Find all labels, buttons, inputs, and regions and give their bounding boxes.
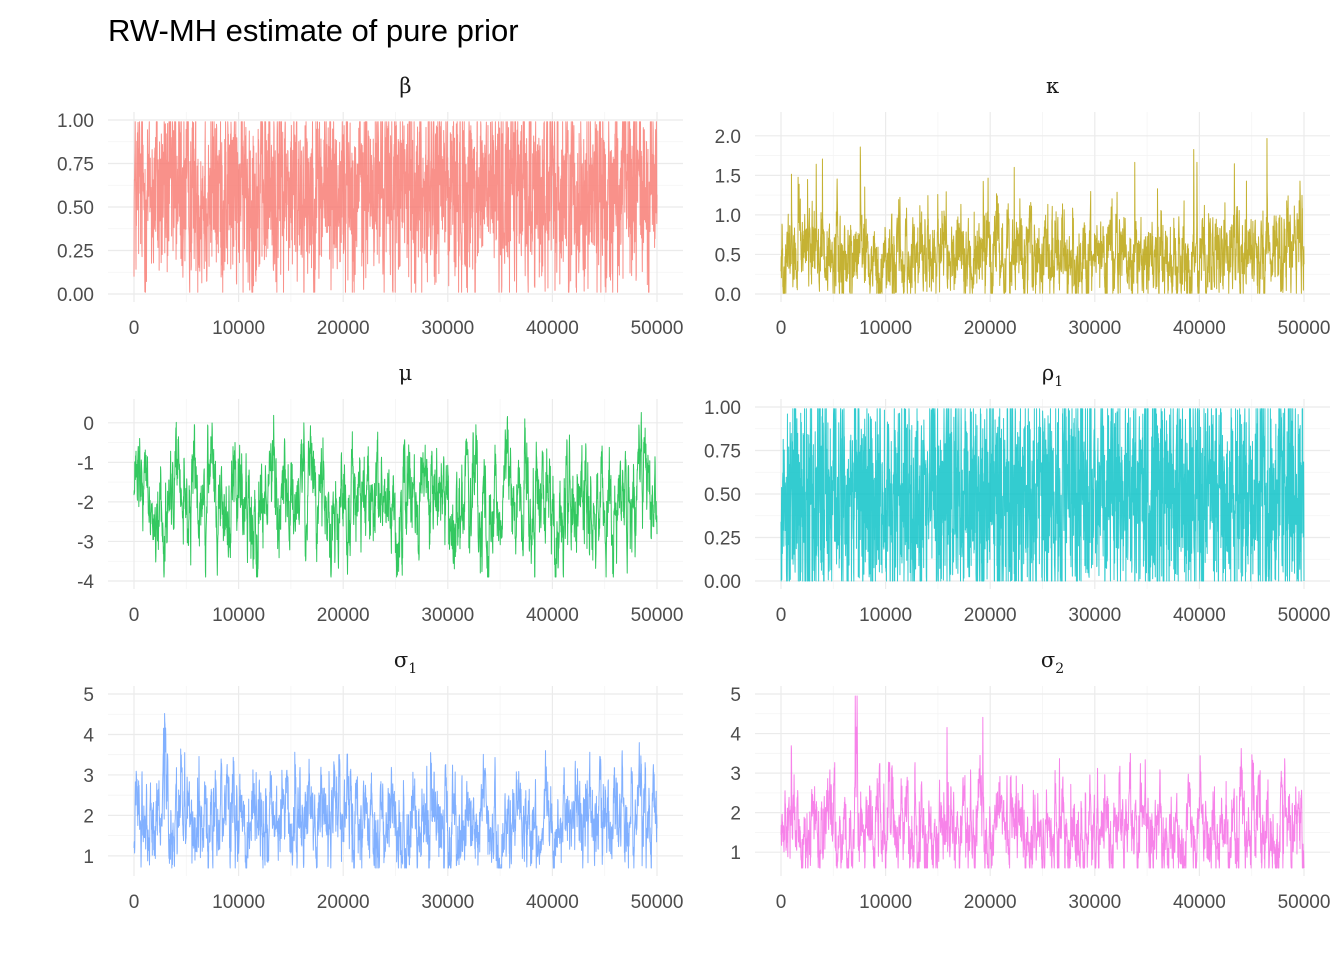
y-tick-label: 2 [730, 804, 741, 825]
facet-panel: ρ1 0.00 0.25 0.50 0.75 1.00 0 10000 20000 30000 40… [704, 361, 1330, 626]
y-tick-label: 1.5 [715, 166, 741, 187]
x-tick-label: 50000 [1278, 318, 1331, 339]
y-tick-label: 4 [730, 725, 741, 746]
x-tick-label: 30000 [421, 605, 474, 626]
x-tick-label: 30000 [1068, 605, 1121, 626]
y-tick-label: -1 [77, 453, 94, 474]
y-tick-label: -3 [77, 532, 94, 553]
x-tick-label: 40000 [1173, 605, 1226, 626]
y-tick-label: 0.00 [57, 285, 94, 306]
x-tick-label: 40000 [526, 892, 579, 913]
trace-line [133, 411, 658, 578]
x-tick-label: 50000 [1278, 892, 1331, 913]
x-tick-label: 30000 [421, 318, 474, 339]
x-tick-label: 30000 [421, 892, 474, 913]
x-tick-label: 0 [776, 318, 787, 339]
x-tick-label: 40000 [526, 605, 579, 626]
x-tick-label: 30000 [1068, 318, 1121, 339]
y-tick-label: 5 [730, 685, 741, 706]
facet-strip-subscript: 1 [1054, 374, 1063, 390]
x-tick-label: 40000 [526, 318, 579, 339]
y-tick-label: 5 [83, 685, 94, 706]
facet-panel: β 0.00 0.25 0.50 0.75 1.00 0 10000 20000 30000 400… [57, 74, 683, 339]
x-tick-label: 20000 [964, 318, 1017, 339]
y-tick-label: -4 [77, 572, 94, 593]
facet-strip-title: σ1 [394, 648, 417, 677]
x-tick-label: 0 [129, 318, 140, 339]
x-tick-label: 50000 [1278, 605, 1331, 626]
y-tick-label: 1 [83, 847, 94, 868]
x-tick-label: 10000 [212, 892, 265, 913]
facet-strip-symbol: ρ [1042, 361, 1054, 385]
y-tick-label: 1 [730, 843, 741, 864]
y-tick-label: 2 [83, 806, 94, 827]
x-tick-label: 0 [129, 605, 140, 626]
trace-line [780, 695, 1305, 869]
y-tick-label: 1.0 [715, 206, 741, 227]
y-tick-label: 0.0 [715, 285, 741, 306]
x-tick-label: 10000 [859, 892, 912, 913]
y-tick-label: 0.50 [57, 198, 94, 219]
y-tick-label: 0.00 [704, 572, 741, 593]
facet-panel: μ -4 -3 -2 -1 0 0 10000 20000 30000 40000 50000 [77, 361, 683, 626]
x-tick-label: 10000 [212, 605, 265, 626]
facet-strip-title: σ2 [1041, 648, 1064, 677]
y-tick-label: 3 [83, 766, 94, 787]
y-tick-label: 0.75 [57, 155, 94, 176]
y-tick-label: 0.50 [704, 485, 741, 506]
x-tick-label: 20000 [964, 892, 1017, 913]
x-tick-label: 50000 [631, 318, 684, 339]
x-tick-label: 10000 [859, 318, 912, 339]
x-tick-label: 0 [129, 892, 140, 913]
facet-strip-title: ρ1 [1042, 361, 1063, 390]
facet-strip-symbol: σ [394, 648, 408, 672]
facet-strip-symbol: μ [399, 361, 413, 385]
y-tick-label: 4 [83, 725, 94, 746]
y-tick-label: 0.75 [704, 442, 741, 463]
x-tick-label: 20000 [964, 605, 1017, 626]
x-tick-label: 50000 [631, 605, 684, 626]
facet-panel: κ 0.0 0.5 1.0 1.5 2.0 0 10000 20000 30000 40000 500… [715, 74, 1331, 339]
x-tick-label: 20000 [317, 892, 370, 913]
x-tick-label: 40000 [1173, 892, 1226, 913]
x-tick-label: 50000 [631, 892, 684, 913]
x-tick-label: 40000 [1173, 318, 1226, 339]
y-tick-label: -2 [77, 493, 94, 514]
y-tick-label: 2.0 [715, 127, 741, 148]
x-tick-label: 20000 [317, 605, 370, 626]
trace-line [133, 121, 658, 293]
x-tick-label: 0 [776, 605, 787, 626]
facet-strip-symbol: κ [1046, 74, 1059, 98]
y-tick-label: 0.5 [715, 245, 741, 266]
facet-strip-title: μ [399, 361, 413, 385]
chart-title: RW-MH estimate of pure prior [108, 13, 519, 48]
y-tick-label: 0.25 [704, 529, 741, 550]
facet-strip-symbol: β [399, 74, 411, 98]
trace-line [780, 408, 1305, 582]
y-tick-label: 0 [83, 414, 94, 435]
facet-strip-symbol: σ [1041, 648, 1055, 672]
trace-line [780, 137, 1305, 294]
facet-strip-title: β [399, 74, 411, 98]
trace-line [133, 712, 658, 869]
y-tick-label: 3 [730, 764, 741, 785]
x-tick-label: 30000 [1068, 892, 1121, 913]
facet-panels: β0.000.250.500.751.000 10000 20000 30000 400… [57, 74, 1330, 913]
x-tick-label: 20000 [317, 318, 370, 339]
y-tick-label: 1.00 [704, 398, 741, 419]
x-tick-label: 0 [776, 892, 787, 913]
x-tick-label: 10000 [859, 605, 912, 626]
x-tick-label: 10000 [212, 318, 265, 339]
facet-strip-title: κ [1046, 74, 1059, 98]
y-tick-label: 1.00 [57, 111, 94, 132]
facet-strip-subscript: 1 [408, 661, 417, 677]
facet-strip-subscript: 2 [1055, 661, 1064, 677]
y-tick-label: 0.25 [57, 242, 94, 263]
